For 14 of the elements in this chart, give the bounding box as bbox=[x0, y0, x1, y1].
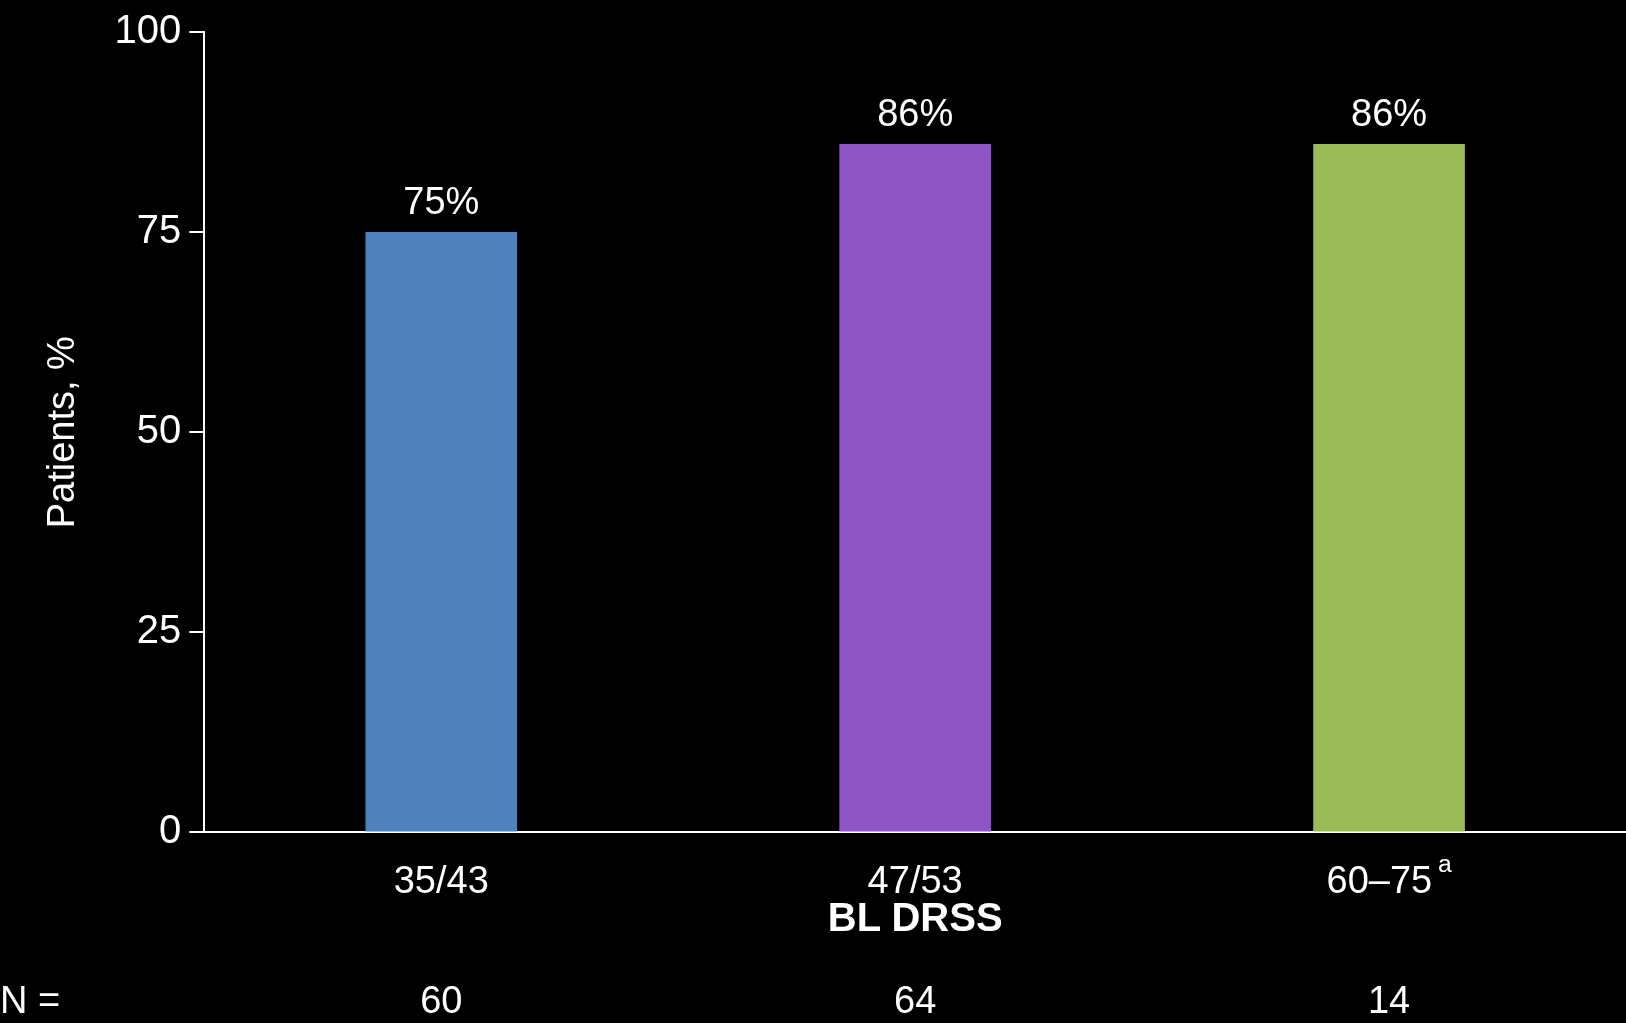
x-tick-label: 35/43 bbox=[393, 858, 489, 901]
y-tick-label: 50 bbox=[136, 407, 182, 452]
text: N = bbox=[0, 979, 61, 1022]
text: 64 bbox=[894, 979, 937, 1022]
y-tick-label: 0 bbox=[159, 807, 182, 852]
y-axis-title: Patients, % bbox=[40, 336, 83, 529]
y-tick-label: 100 bbox=[114, 7, 182, 52]
y-tick-label: 75 bbox=[136, 207, 182, 252]
data-label: 86% bbox=[877, 91, 954, 134]
text: 60 bbox=[420, 979, 463, 1022]
text: 14 bbox=[1367, 979, 1411, 1022]
data-label: 86% bbox=[1351, 91, 1428, 134]
y-tick-label: 25 bbox=[136, 607, 182, 652]
data-label: 75% bbox=[403, 179, 480, 222]
